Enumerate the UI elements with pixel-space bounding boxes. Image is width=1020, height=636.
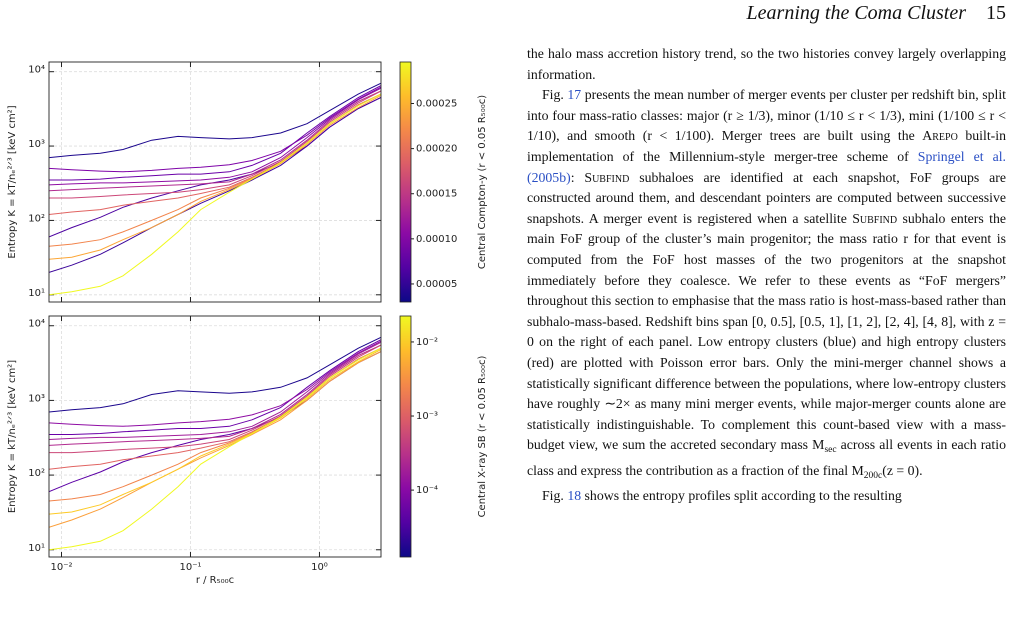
text-run: across all events in each ratio class an… — [527, 437, 1006, 478]
reference-link[interactable]: Springel et al. (2005b) — [527, 148, 1006, 185]
y-tick-label: 10⁴ — [28, 319, 45, 330]
plot-frame — [48, 315, 382, 558]
colorbar-tick-label: 0.00005 — [416, 279, 457, 290]
x-axis-label: r / R₅₀₀c — [196, 575, 234, 586]
profile-line — [49, 94, 381, 260]
profile-line — [49, 90, 381, 192]
profile-line — [49, 82, 381, 159]
text-run: built-in implementation of the Millenniu… — [527, 128, 1006, 164]
text-run: presents the mean number of merger event… — [527, 87, 1006, 144]
text-run: (z = 0). — [882, 462, 923, 478]
profile-line — [49, 85, 381, 181]
profile-line — [49, 341, 381, 440]
profile-line — [49, 90, 381, 199]
figure: 10¹ 10² 10³ 10⁴ Entropy K = kT/nₑ²ᐟ³ [keV cm… — [7, 61, 488, 586]
profile-line — [49, 344, 381, 446]
profile-line — [49, 347, 381, 551]
y-tick-label: 10² — [28, 468, 45, 479]
profile-line — [49, 351, 381, 528]
header-title: Learning the Coma Cluster — [746, 2, 966, 24]
colorbar-tick-label: 10⁻³ — [416, 411, 438, 422]
colorbar-label: Central Compton-y (r < 0.05 R₅₀₀c) — [477, 95, 488, 269]
text-run: Subfind — [852, 210, 898, 226]
y-axis-label: Entropy K = kT/nₑ²ᐟ³ [keV cm²] — [7, 360, 18, 513]
paragraph: the halo mass accretion history trend, s… — [527, 44, 1006, 85]
text-run: : — [570, 169, 585, 185]
text-run: 200c — [863, 470, 883, 481]
colorbar-tick-label: 0.00010 — [416, 234, 457, 245]
reference-link[interactable]: 18 — [567, 488, 582, 504]
colorbar-tick-label: 10⁻² — [416, 337, 438, 348]
profile-line — [49, 339, 381, 435]
colorbar — [399, 315, 412, 558]
x-tick-label: 10⁻² — [50, 562, 72, 573]
y-tick-label: 10¹ — [28, 288, 45, 299]
colorbar-tick-label: 10⁻⁴ — [416, 485, 438, 496]
y-tick-label: 10² — [28, 213, 45, 224]
paragraph: Fig. 17 presents the mean number of merg… — [527, 85, 1006, 486]
y-tick-label: 10³ — [28, 139, 45, 150]
y-tick-label: 10³ — [28, 393, 45, 404]
text-run: Fig. — [542, 87, 568, 103]
colorbar-tick-label: 0.00015 — [416, 189, 457, 200]
profile-line — [49, 340, 381, 427]
profile-line — [49, 93, 381, 296]
colorbar-label: Central X-ray SB (r < 0.05 R₅₀₀c) — [477, 355, 488, 517]
plot-frame — [48, 61, 382, 303]
profile-line — [49, 86, 381, 173]
reference-link[interactable]: 17 — [567, 87, 582, 103]
colorbar — [399, 61, 412, 303]
text-run: Arepo — [922, 128, 958, 144]
x-tick-label: 10⁰ — [311, 562, 328, 573]
profile-line — [49, 349, 381, 515]
profile-line — [49, 336, 381, 413]
body-text: the halo mass accretion history trend, s… — [527, 44, 1006, 507]
x-tick-label: 10⁻¹ — [179, 562, 201, 573]
y-tick-label: 10¹ — [28, 543, 45, 554]
text-run: Subfind — [584, 169, 630, 185]
y-tick-label: 10⁴ — [28, 65, 45, 76]
profile-line — [49, 97, 381, 273]
text-run: the halo mass accretion history trend, s… — [527, 46, 1006, 82]
paragraph: Fig. 18 shows the entropy profiles split… — [527, 486, 1006, 507]
y-axis-label: Entropy K = kT/nₑ²ᐟ³ [keV cm²] — [7, 105, 18, 258]
page-number: 15 — [986, 2, 1006, 24]
profile-line — [49, 87, 381, 186]
colorbar-tick-label: 0.00025 — [416, 99, 457, 110]
text-run: subhaloes are identified at each snapsho… — [527, 169, 1006, 226]
text-run: shows the entropy profiles split accordi… — [581, 488, 902, 504]
profile-line — [49, 344, 381, 454]
colorbar-tick-label: 0.00020 — [416, 144, 457, 155]
text-run: sec — [824, 445, 837, 456]
running-header: Learning the Coma Cluster 15 — [747, 2, 1006, 25]
text-run: Fig. — [542, 488, 568, 504]
text-run: subhalo enters the main FoF group of the… — [527, 210, 1006, 453]
